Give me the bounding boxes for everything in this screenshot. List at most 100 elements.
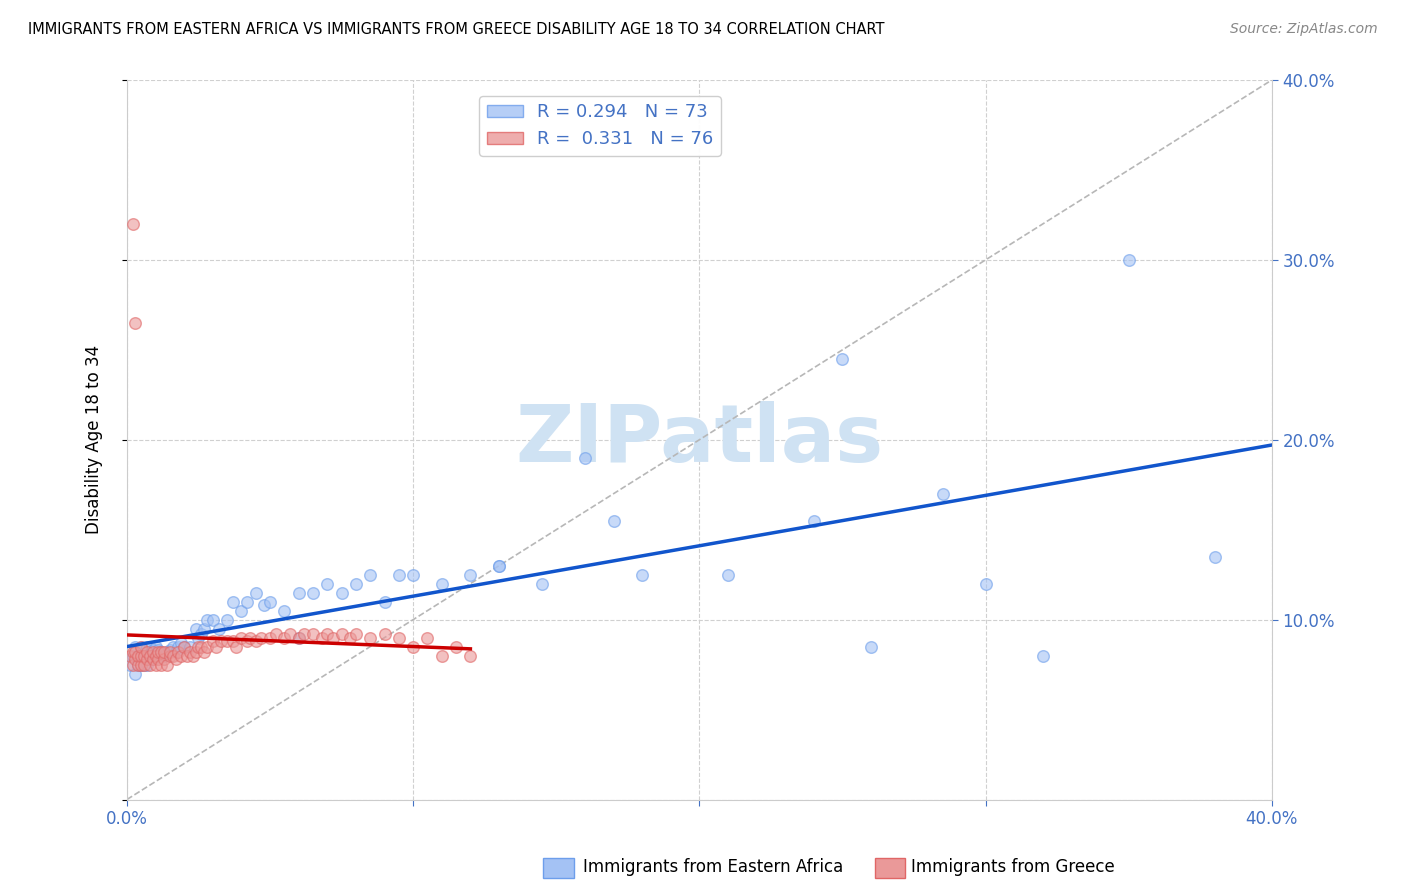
Point bbox=[264, 627, 287, 641]
Point bbox=[181, 648, 204, 663]
Point bbox=[460, 567, 482, 582]
Point bbox=[150, 645, 173, 659]
Point bbox=[129, 640, 152, 654]
Point bbox=[136, 657, 159, 672]
Point bbox=[974, 576, 997, 591]
Point bbox=[273, 631, 295, 645]
Point bbox=[330, 627, 353, 641]
Point bbox=[142, 652, 165, 666]
Point bbox=[159, 648, 181, 663]
Point bbox=[253, 599, 276, 613]
Point bbox=[322, 631, 344, 645]
Point bbox=[1032, 648, 1054, 663]
Point bbox=[195, 613, 218, 627]
Point bbox=[132, 648, 155, 663]
Point bbox=[179, 645, 201, 659]
Point bbox=[292, 627, 315, 641]
Point bbox=[129, 657, 152, 672]
Point bbox=[156, 645, 179, 659]
Point bbox=[124, 666, 146, 681]
Point bbox=[145, 648, 167, 663]
Point bbox=[129, 640, 152, 654]
Point bbox=[222, 634, 245, 648]
Point bbox=[488, 558, 510, 573]
Point bbox=[388, 631, 411, 645]
Point bbox=[402, 567, 425, 582]
Point bbox=[359, 631, 381, 645]
Point bbox=[165, 652, 187, 666]
Point bbox=[339, 631, 361, 645]
Point bbox=[153, 645, 176, 659]
Point bbox=[121, 648, 143, 663]
Point bbox=[204, 640, 226, 654]
Point bbox=[330, 585, 353, 599]
Point bbox=[159, 645, 181, 659]
Point bbox=[148, 643, 170, 657]
Point bbox=[444, 640, 467, 654]
Legend: R = 0.294   N = 73, R =  0.331   N = 76: R = 0.294 N = 73, R = 0.331 N = 76 bbox=[479, 96, 721, 156]
Point bbox=[184, 622, 207, 636]
Point bbox=[139, 657, 162, 672]
Point bbox=[124, 316, 146, 330]
Point bbox=[121, 657, 143, 672]
Point bbox=[245, 585, 267, 599]
Point bbox=[239, 631, 262, 645]
Text: Immigrants from Greece: Immigrants from Greece bbox=[911, 858, 1115, 876]
Point bbox=[388, 567, 411, 582]
Point bbox=[121, 645, 143, 659]
Point bbox=[142, 652, 165, 666]
Point bbox=[184, 645, 207, 659]
Point bbox=[717, 567, 740, 582]
Point bbox=[302, 627, 325, 641]
Point bbox=[287, 631, 309, 645]
Point bbox=[173, 640, 195, 654]
Point bbox=[156, 657, 179, 672]
Point bbox=[124, 652, 146, 666]
Point bbox=[430, 576, 453, 591]
Point bbox=[132, 648, 155, 663]
Point bbox=[187, 640, 209, 654]
Point bbox=[148, 648, 170, 663]
Point bbox=[132, 657, 155, 672]
Point bbox=[207, 622, 229, 636]
Point bbox=[373, 627, 395, 641]
Point bbox=[402, 640, 425, 654]
Point bbox=[132, 657, 155, 672]
Point bbox=[148, 652, 170, 666]
Point bbox=[195, 640, 218, 654]
Point bbox=[278, 627, 301, 641]
Point bbox=[127, 657, 149, 672]
Point bbox=[273, 604, 295, 618]
Point bbox=[287, 631, 309, 645]
Point bbox=[236, 594, 259, 608]
Point bbox=[193, 622, 215, 636]
Point bbox=[179, 640, 201, 654]
Point bbox=[344, 576, 367, 591]
Point bbox=[145, 657, 167, 672]
Point bbox=[311, 631, 333, 645]
Point bbox=[460, 648, 482, 663]
Point bbox=[159, 643, 181, 657]
Point bbox=[488, 558, 510, 573]
Point bbox=[259, 631, 281, 645]
Point bbox=[142, 643, 165, 657]
Point bbox=[302, 585, 325, 599]
Point bbox=[145, 640, 167, 654]
Point bbox=[167, 645, 190, 659]
Point bbox=[139, 648, 162, 663]
Point bbox=[416, 631, 439, 645]
Point bbox=[121, 217, 143, 231]
Point bbox=[124, 640, 146, 654]
Point bbox=[530, 576, 553, 591]
Point bbox=[129, 648, 152, 663]
Point bbox=[231, 604, 253, 618]
Point bbox=[631, 567, 654, 582]
Point bbox=[259, 594, 281, 608]
Point bbox=[129, 648, 152, 663]
Point bbox=[118, 657, 141, 672]
Point bbox=[136, 640, 159, 654]
Point bbox=[803, 514, 825, 528]
Point bbox=[153, 652, 176, 666]
Text: IMMIGRANTS FROM EASTERN AFRICA VS IMMIGRANTS FROM GREECE DISABILITY AGE 18 TO 34: IMMIGRANTS FROM EASTERN AFRICA VS IMMIGR… bbox=[28, 22, 884, 37]
Point bbox=[162, 648, 184, 663]
